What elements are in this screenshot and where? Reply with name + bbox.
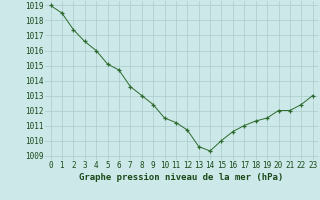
X-axis label: Graphe pression niveau de la mer (hPa): Graphe pression niveau de la mer (hPa)	[79, 173, 284, 182]
